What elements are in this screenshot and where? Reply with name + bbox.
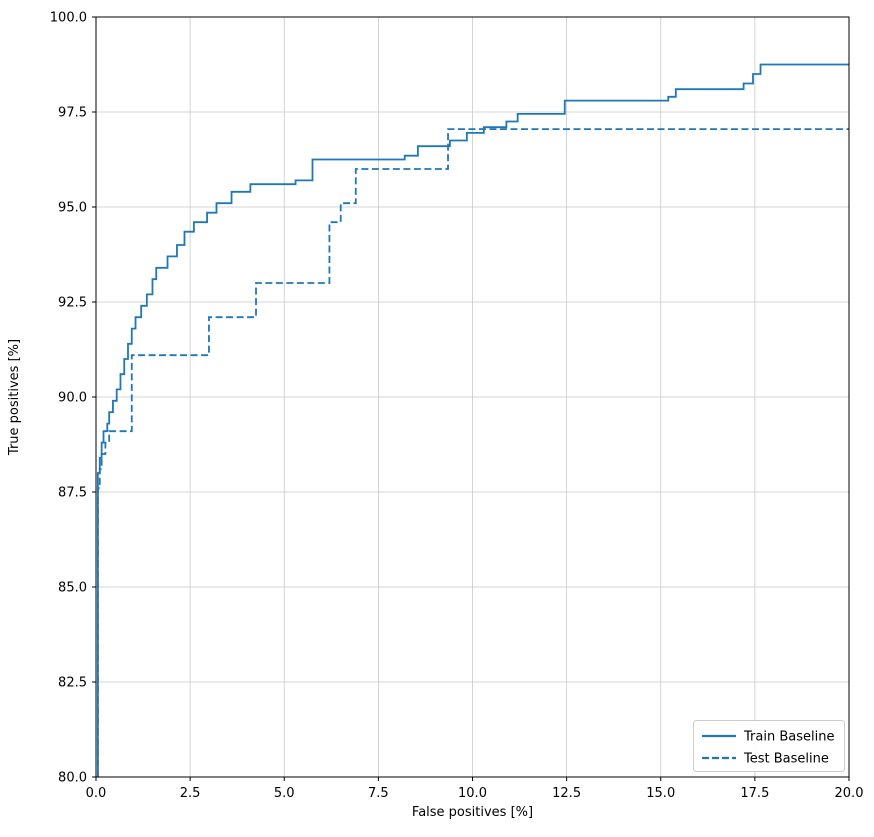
x-tick-label: 10.0	[458, 786, 487, 801]
legend-train-label: Train Baseline	[743, 730, 834, 745]
y-tick-label: 95.0	[58, 201, 87, 216]
axis-ticks: 0.0 2.5 5.0 7.5 10.0 12.5 15.0 17.5 20.0 80.0 82.5…	[50, 11, 864, 802]
y-tick-label: 82.5	[58, 676, 87, 691]
x-tick-label: 5.0	[274, 786, 295, 801]
x-tick-label: 2.5	[180, 786, 201, 801]
series-lines	[96, 63, 849, 777]
test-baseline-line	[96, 128, 849, 777]
y-axis-label: True positives [%]	[7, 339, 22, 456]
y-tick-label: 80.0	[58, 771, 87, 786]
x-axis-label: False positives [%]	[412, 805, 533, 820]
x-tick-label: 17.5	[740, 786, 769, 801]
x-tick-label: 20.0	[835, 786, 864, 801]
x-tick-label: 0.0	[86, 786, 107, 801]
y-tick-label: 97.5	[58, 106, 87, 121]
legend-box	[693, 720, 845, 772]
legend-test-label: Test Baseline	[743, 752, 829, 767]
legend: Train Baseline Test Baseline	[693, 720, 845, 772]
train-baseline-line	[96, 63, 849, 777]
y-tick-label: 100.0	[50, 11, 87, 26]
y-tick-label: 90.0	[58, 391, 87, 406]
x-tick-label: 12.5	[552, 786, 581, 801]
grid-lines	[95, 16, 850, 778]
y-tick-label: 87.5	[58, 486, 87, 501]
y-tick-label: 92.5	[58, 296, 87, 311]
x-tick-label: 7.5	[368, 786, 389, 801]
x-tick-label: 15.0	[646, 786, 675, 801]
y-tick-label: 85.0	[58, 581, 87, 596]
